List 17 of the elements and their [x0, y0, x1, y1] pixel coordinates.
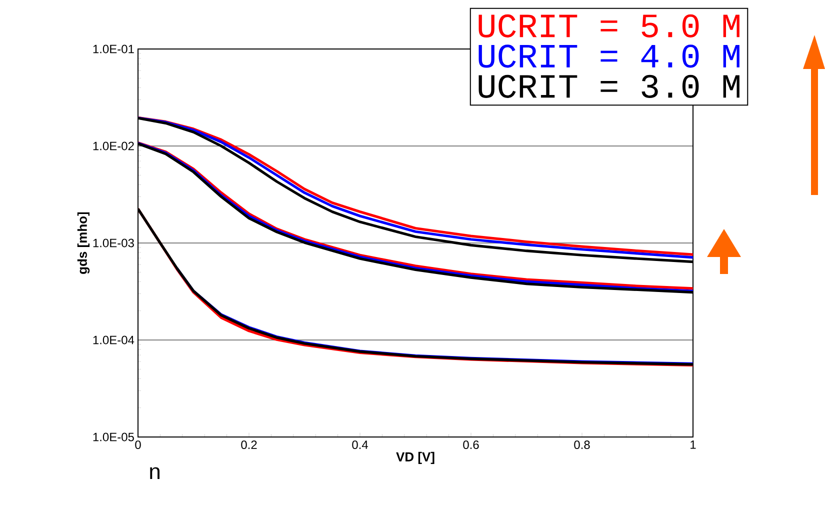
y-tick-label: 1.0E-01 [93, 44, 134, 54]
y-axis-title: gds [mho] [77, 212, 90, 274]
x-tick-label: 0.6 [463, 440, 479, 450]
y-tick-label: 1.0E-04 [93, 336, 134, 344]
y-tick-label: 1.0E-02 [93, 142, 134, 150]
y-tick-label: 1.0E-03 [93, 238, 134, 248]
text: UCRIT = 3.0 M [478, 74, 740, 98]
x-tick-label: 0 [135, 440, 141, 450]
x-tick-label: 0.8 [574, 440, 590, 450]
x-tick-label: 0.4 [352, 440, 368, 450]
text: UCRIT = 4.0 M [478, 44, 740, 68]
text: n [150, 467, 160, 480]
x-tick-label: 1 [690, 440, 696, 449]
text: UCRIT = 5.0 M [478, 14, 740, 38]
y-tick-label: 1.0E-05 [93, 432, 134, 442]
x-tick-label: 0.2 [241, 440, 257, 450]
x-axis-title: VD [V] [396, 452, 434, 464]
